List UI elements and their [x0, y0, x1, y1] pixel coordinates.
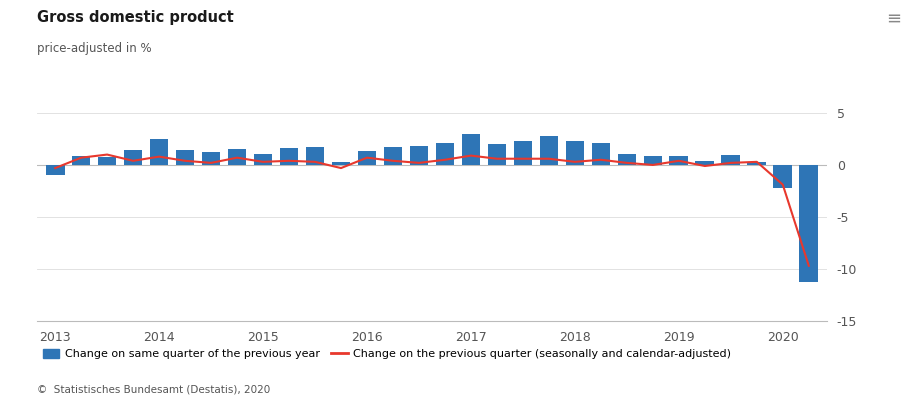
Bar: [435, 143, 455, 165]
Bar: [124, 150, 142, 165]
Bar: [176, 150, 194, 165]
Bar: [358, 152, 376, 165]
Bar: [201, 152, 221, 165]
Bar: [72, 156, 91, 165]
Bar: [306, 147, 324, 165]
Text: ©  Statistisches Bundesamt (Destatis), 2020: © Statistisches Bundesamt (Destatis), 20…: [37, 385, 270, 395]
Bar: [409, 146, 429, 165]
Bar: [227, 149, 247, 165]
Bar: [591, 143, 610, 165]
Bar: [696, 161, 714, 165]
Bar: [540, 136, 558, 165]
Bar: [748, 162, 766, 165]
Bar: [150, 139, 168, 165]
Bar: [565, 141, 584, 165]
Bar: [670, 156, 688, 165]
Bar: [280, 148, 298, 165]
Bar: [462, 134, 480, 165]
Bar: [98, 157, 116, 165]
Bar: [799, 165, 818, 282]
Text: ≡: ≡: [886, 10, 901, 28]
Bar: [383, 147, 402, 165]
Legend: Change on same quarter of the previous year, Change on the previous quarter (sea: Change on same quarter of the previous y…: [43, 349, 731, 359]
Bar: [722, 154, 740, 165]
Text: Gross domestic product: Gross domestic product: [37, 10, 234, 25]
Bar: [254, 154, 273, 165]
Bar: [643, 156, 663, 165]
Text: price-adjusted in %: price-adjusted in %: [37, 42, 152, 55]
Bar: [46, 165, 65, 175]
Bar: [332, 162, 350, 165]
Bar: [773, 165, 792, 188]
Bar: [617, 154, 637, 165]
Bar: [488, 144, 506, 165]
Bar: [514, 141, 532, 165]
